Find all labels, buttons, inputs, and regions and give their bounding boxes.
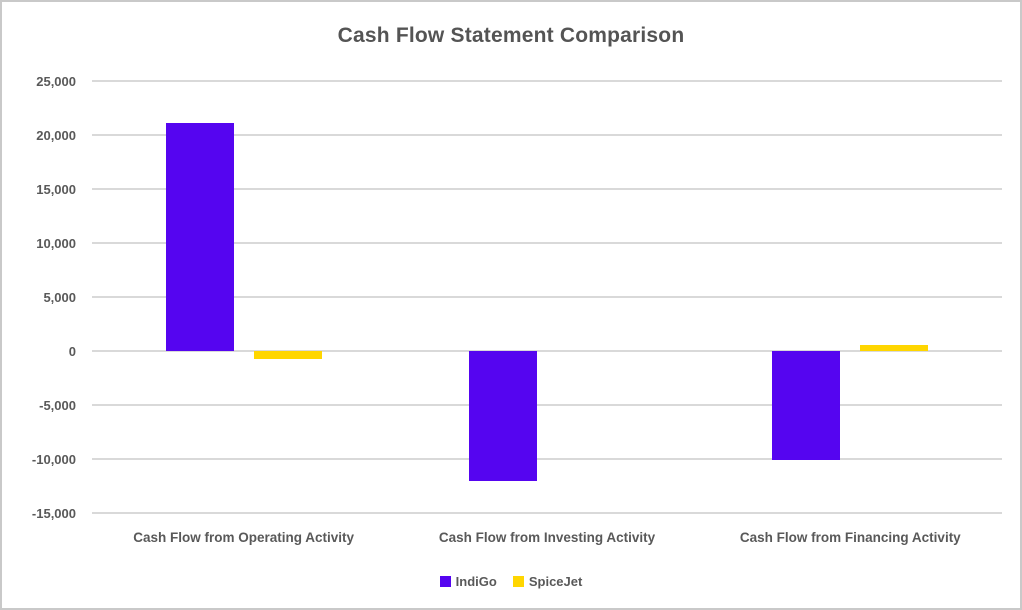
y-axis-tick-label: 0: [68, 343, 76, 359]
gridline: [92, 512, 1002, 514]
gridline: [92, 188, 1002, 190]
category-label: Cash Flow from Financing Activity: [739, 530, 961, 545]
bar-indigo-1: [469, 351, 537, 481]
gridline: [92, 242, 1002, 244]
legend-label: IndiGo: [455, 574, 497, 589]
legend-item-spicejet: SpiceJet: [512, 574, 583, 589]
y-axis-tick-label: -10,000: [31, 451, 76, 467]
y-axis-tick-label: 15,000: [36, 181, 76, 197]
gridline: [92, 458, 1002, 460]
legend-swatch-indigo: [439, 576, 451, 587]
category-label: Cash Flow from Operating Activity: [133, 530, 355, 545]
chart-title: Cash Flow Statement Comparison: [337, 24, 685, 47]
category-label: Cash Flow from Investing Activity: [438, 530, 656, 545]
gridline: [92, 80, 1002, 82]
y-axis-tick-label: 25,000: [36, 73, 76, 89]
gridline: [92, 350, 1002, 352]
gridline: [92, 404, 1002, 406]
legend: IndiGo SpiceJet: [2, 574, 1020, 589]
gridline: [92, 296, 1002, 298]
y-axis-tick-label: 5,000: [43, 289, 76, 305]
bar-indigo-0: [165, 122, 234, 351]
bar-spicejet-2: [860, 344, 929, 351]
bar-indigo-2: [772, 351, 841, 461]
legend-item-indigo: IndiGo: [439, 574, 497, 589]
legend-label: SpiceJet: [528, 574, 583, 589]
gridline: [92, 134, 1002, 136]
y-axis-tick-label: -15,000: [31, 505, 76, 521]
y-axis-tick-label: 20,000: [36, 127, 76, 143]
legend-swatch-spicejet: [512, 576, 524, 587]
y-axis-tick-label: -5,000: [39, 397, 76, 413]
y-axis-tick-label: 10,000: [36, 235, 76, 251]
bar-spicejet-0: [253, 351, 322, 360]
